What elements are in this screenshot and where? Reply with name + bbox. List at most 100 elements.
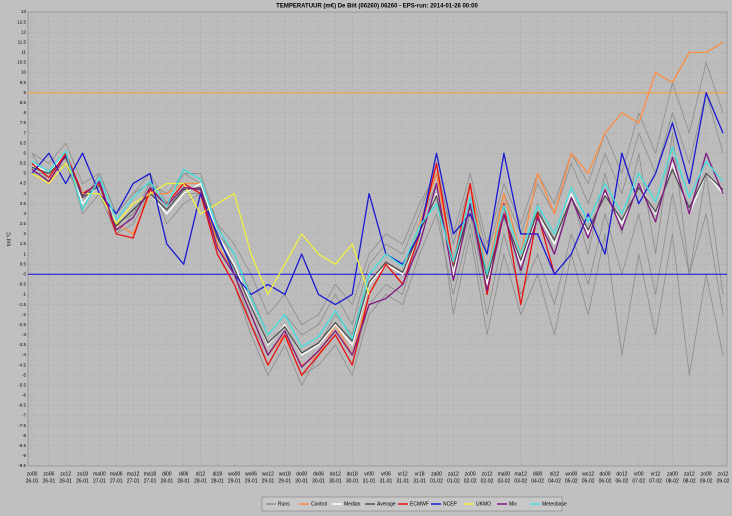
y-tick-label: 9 [23, 90, 26, 95]
x-tick-label: do12 [330, 471, 341, 477]
x-tick-date: 08-02 [683, 478, 696, 484]
y-tick-label: -7 [22, 413, 26, 418]
y-tick-label: -1.5 [18, 302, 26, 307]
x-tick-label: ma12 [127, 471, 140, 477]
y-tick-label: -5 [22, 372, 26, 377]
x-tick-date: 07-02 [632, 478, 645, 484]
x-tick-date: 26-01 [59, 478, 72, 484]
x-tick-label: wo00 [228, 471, 240, 477]
x-tick-label: do18 [347, 471, 358, 477]
x-tick-date: 01-02 [430, 478, 443, 484]
x-tick-label: wo18 [279, 471, 291, 477]
x-tick-label: za00 [667, 471, 678, 477]
legend-label: Control [311, 501, 327, 507]
y-tick-label: 3.5 [20, 201, 27, 206]
y-tick-label: 7 [23, 130, 26, 135]
x-tick-date: 26-01 [42, 478, 55, 484]
x-tick-date: 07-02 [649, 478, 662, 484]
x-tick-label: vr00 [634, 471, 644, 477]
x-tick-date: 09-02 [700, 478, 713, 484]
x-tick-label: ma12 [514, 471, 527, 477]
x-tick-label: vr12 [651, 471, 661, 477]
x-tick-label: wo00 [565, 471, 577, 477]
run-line [31, 62, 724, 326]
x-tick-date: 27-01 [144, 478, 157, 484]
y-tick-label: -4.5 [18, 362, 26, 367]
y-tick-label: 13 [21, 9, 27, 14]
y-tick-label: -7.5 [18, 423, 26, 428]
series-line [31, 162, 370, 296]
y-tick-label: 5.5 [20, 161, 27, 166]
x-tick-label: wo06 [245, 471, 257, 477]
x-tick-date: 30-01 [346, 478, 359, 484]
x-tick-date: 31-01 [396, 478, 409, 484]
x-tick-label: di18 [213, 471, 223, 477]
x-tick-date: 03-02 [498, 478, 511, 484]
x-tick-date: 05-02 [582, 478, 595, 484]
x-tick-label: ma18 [144, 471, 157, 477]
x-tick-date: 05-02 [565, 478, 578, 484]
legend [261, 496, 563, 512]
y-tick-label: 7.5 [20, 120, 27, 125]
x-tick-date: 03-02 [514, 478, 527, 484]
legend-label: Runs [278, 501, 290, 507]
plot-area [27, 11, 728, 467]
y-tick-label: 4.5 [20, 181, 27, 186]
x-tick-label: vr18 [415, 471, 425, 477]
x-tick-label: di00 [533, 471, 543, 477]
x-tick-date: 28-01 [160, 478, 173, 484]
x-tick-label: ma00 [498, 471, 511, 477]
y-tick-label: 6.5 [20, 140, 27, 145]
y-tick-label: 1 [23, 251, 26, 256]
y-tick-label: 11 [21, 50, 26, 55]
x-tick-date: 29-01 [262, 478, 275, 484]
y-tick-label: 4 [23, 191, 26, 196]
x-tick-date: 29-01 [278, 478, 291, 484]
x-tick-date: 28-01 [177, 478, 190, 484]
y-tick-label: 12 [21, 29, 27, 34]
y-tick-label: 2 [23, 231, 26, 236]
y-axis-label: tmt °C [6, 232, 12, 246]
x-tick-date: 02-02 [464, 478, 477, 484]
y-tick-label: -8 [22, 433, 26, 438]
x-tick-label: vr12 [398, 471, 408, 477]
y-tick-label: -4 [22, 352, 26, 357]
x-tick-date: 04-02 [548, 478, 561, 484]
x-tick-date: 06-02 [615, 478, 628, 484]
series-line [31, 146, 724, 348]
y-tick-label: 12.5 [17, 19, 26, 24]
x-tick-date: 31-01 [363, 478, 376, 484]
x-tick-label: zo12 [482, 471, 493, 477]
legend-label: Meteobase [542, 501, 567, 507]
y-tick-label: 11.5 [18, 39, 27, 44]
x-tick-label: ma00 [93, 471, 106, 477]
x-tick-date: 30-01 [312, 478, 325, 484]
x-tick-date: 27-01 [110, 478, 123, 484]
legend-label: UKMO [476, 501, 491, 507]
y-tick-label: 0 [23, 271, 26, 276]
x-tick-label: za00 [431, 471, 442, 477]
x-tick-label: di12 [550, 471, 560, 477]
y-tick-label: 8.5 [20, 100, 27, 105]
x-tick-date: 08-02 [666, 478, 679, 484]
y-tick-label: 8 [23, 110, 26, 115]
x-tick-label: do06 [313, 471, 324, 477]
x-tick-label: wo12 [582, 471, 594, 477]
y-tick-label: -6 [22, 393, 26, 398]
x-tick-date: 09-02 [717, 478, 730, 484]
x-tick-date: 27-01 [127, 478, 140, 484]
y-tick-label: 1.5 [20, 241, 27, 246]
y-tick-label: -6.5 [18, 403, 26, 408]
x-tick-label: zo00 [701, 471, 712, 477]
y-tick-label: 5 [23, 171, 26, 176]
x-tick-label: do00 [296, 471, 307, 477]
x-tick-label: zo12 [60, 471, 71, 477]
x-tick-date: 30-01 [329, 478, 342, 484]
x-tick-date: 04-02 [531, 478, 544, 484]
legend-label: Median [344, 501, 361, 507]
y-tick-label: -2 [22, 312, 26, 317]
y-tick-label: -3 [22, 332, 26, 337]
x-tick-date: 26-01 [76, 478, 89, 484]
y-tick-label: -5.5 [18, 382, 26, 387]
